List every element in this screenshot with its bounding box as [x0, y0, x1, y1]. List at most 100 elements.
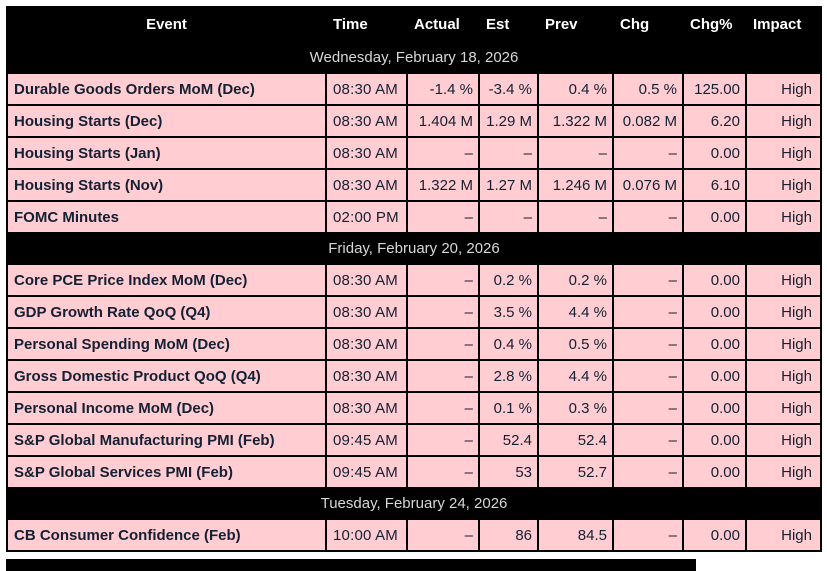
chg-cell: 0.5 %	[612, 72, 684, 106]
event-name-cell[interactable]: Durable Goods Orders MoM (Dec)	[6, 72, 327, 106]
actual-cell: 1.404 M	[406, 104, 480, 138]
chgpct-cell: 0.00	[682, 455, 747, 489]
event-name-cell[interactable]: Housing Starts (Jan)	[6, 136, 327, 170]
economic-calendar-table: Event Time Actual Est Prev Chg Chg% Impa…	[6, 6, 822, 552]
chgpct-cell: 0.00	[682, 518, 747, 552]
impact-cell: High	[745, 518, 822, 552]
column-header-time: Time	[325, 6, 408, 43]
actual-cell: –	[406, 200, 480, 234]
chgpct-cell: 125.00	[682, 72, 747, 106]
impact-cell: High	[745, 200, 822, 234]
event-row[interactable]: S&P Global Services PMI (Feb) 09:45 AM –53…	[6, 455, 822, 489]
date-separator-row: Friday, February 20, 2026	[6, 232, 822, 265]
prev-cell: 4.4 %	[537, 359, 614, 393]
event-name-cell[interactable]: Personal Spending MoM (Dec)	[6, 327, 327, 361]
event-name-cell[interactable]: Housing Starts (Nov)	[6, 168, 327, 202]
prev-cell: 84.5	[537, 518, 614, 552]
prev-cell: –	[537, 200, 614, 234]
event-name-cell[interactable]: S&P Global Services PMI (Feb)	[6, 455, 327, 489]
chg-cell: –	[612, 518, 684, 552]
column-header-prev: Prev	[537, 6, 614, 43]
prev-cell: –	[537, 136, 614, 170]
column-header-chgpct: Chg%	[682, 6, 747, 43]
actual-cell: –	[406, 327, 480, 361]
event-name-cell[interactable]: CB Consumer Confidence (Feb)	[6, 518, 327, 552]
event-name-cell[interactable]: Personal Income MoM (Dec)	[6, 391, 327, 425]
prev-cell: 0.5 %	[537, 327, 614, 361]
est-cell: 0.4 %	[478, 327, 539, 361]
chgpct-cell: 0.00	[682, 423, 747, 457]
impact-cell: High	[745, 72, 822, 106]
impact-cell: High	[745, 455, 822, 489]
date-label: Tuesday, February 24, 2026	[6, 487, 822, 520]
event-name-cell[interactable]: S&P Global Manufacturing PMI (Feb)	[6, 423, 327, 457]
prev-cell: 0.2 %	[537, 263, 614, 297]
event-name-cell[interactable]: FOMC Minutes	[6, 200, 327, 234]
column-header-event: Event	[6, 6, 327, 43]
prev-cell: 1.246 M	[537, 168, 614, 202]
event-name-cell[interactable]: Housing Starts (Dec)	[6, 104, 327, 138]
column-header-est: Est	[478, 6, 539, 43]
actual-cell: -1.4 %	[406, 72, 480, 106]
time-cell: 08:30 AM	[325, 359, 408, 393]
time-cell: 09:45 AM	[325, 423, 408, 457]
impact-cell: High	[745, 327, 822, 361]
impact-cell: High	[745, 295, 822, 329]
prev-cell: 0.3 %	[537, 391, 614, 425]
actual-cell: –	[406, 263, 480, 297]
est-cell: –	[478, 136, 539, 170]
actual-cell: –	[406, 423, 480, 457]
chg-cell: –	[612, 295, 684, 329]
time-cell: 08:30 AM	[325, 327, 408, 361]
calendar-body: Wednesday, February 18, 2026 Durable Good…	[6, 41, 822, 552]
date-label: Wednesday, February 18, 2026	[6, 41, 822, 74]
event-row[interactable]: S&P Global Manufacturing PMI (Feb) 09:45 …	[6, 423, 822, 457]
event-name-cell[interactable]: GDP Growth Rate QoQ (Q4)	[6, 295, 327, 329]
event-name-cell[interactable]: Core PCE Price Index MoM (Dec)	[6, 263, 327, 297]
chgpct-cell: 0.00	[682, 263, 747, 297]
prev-cell: 1.322 M	[537, 104, 614, 138]
est-cell: –	[478, 200, 539, 234]
event-row[interactable]: Personal Spending MoM (Dec) 08:30 AM –0.4 …	[6, 327, 822, 361]
chgpct-cell: 0.00	[682, 391, 747, 425]
est-cell: 1.27 M	[478, 168, 539, 202]
est-cell: 1.29 M	[478, 104, 539, 138]
est-cell: 53	[478, 455, 539, 489]
est-cell: 0.2 %	[478, 263, 539, 297]
date-label: Friday, February 20, 2026	[6, 232, 822, 265]
chgpct-cell: 0.00	[682, 136, 747, 170]
event-row[interactable]: Housing Starts (Nov) 08:30 AM 1.322 M 1.27 …	[6, 168, 822, 202]
actual-cell: –	[406, 455, 480, 489]
impact-cell: High	[745, 263, 822, 297]
event-row[interactable]: Housing Starts (Jan) 08:30 AM – – – –0.00 High	[6, 136, 822, 170]
event-row[interactable]: FOMC Minutes 02:00 PM – – – –0.00 High	[6, 200, 822, 234]
actual-cell: 1.322 M	[406, 168, 480, 202]
actual-cell: –	[406, 136, 480, 170]
economic-calendar: Event Time Actual Est Prev Chg Chg% Impa…	[6, 6, 822, 552]
chgpct-cell: 6.20	[682, 104, 747, 138]
chgpct-cell: 0.00	[682, 359, 747, 393]
impact-cell: High	[745, 168, 822, 202]
date-separator-row: Wednesday, February 18, 2026	[6, 41, 822, 74]
prev-cell: 0.4 %	[537, 72, 614, 106]
chgpct-cell: 0.00	[682, 200, 747, 234]
event-row[interactable]: Personal Income MoM (Dec) 08:30 AM –0.1 % 0…	[6, 391, 822, 425]
time-cell: 02:00 PM	[325, 200, 408, 234]
est-cell: 3.5 %	[478, 295, 539, 329]
impact-cell: High	[745, 423, 822, 457]
event-name-cell[interactable]: Gross Domestic Product QoQ (Q4)	[6, 359, 327, 393]
actual-cell: –	[406, 359, 480, 393]
time-cell: 08:30 AM	[325, 295, 408, 329]
impact-cell: High	[745, 104, 822, 138]
chg-cell: –	[612, 423, 684, 457]
event-row[interactable]: GDP Growth Rate QoQ (Q4) 08:30 AM –3.5 % 4.…	[6, 295, 822, 329]
est-cell: 0.1 %	[478, 391, 539, 425]
event-row[interactable]: CB Consumer Confidence (Feb) 10:00 AM –86 8…	[6, 518, 822, 552]
impact-cell: High	[745, 391, 822, 425]
impact-cell: High	[745, 359, 822, 393]
event-row[interactable]: Gross Domestic Product QoQ (Q4) 08:30 AM –…	[6, 359, 822, 393]
event-row[interactable]: Housing Starts (Dec) 08:30 AM 1.404 M 1.29 …	[6, 104, 822, 138]
event-row[interactable]: Durable Goods Orders MoM (Dec) 08:30 AM -1…	[6, 72, 822, 106]
event-row[interactable]: Core PCE Price Index MoM (Dec) 08:30 AM –0…	[6, 263, 822, 297]
time-cell: 08:30 AM	[325, 104, 408, 138]
